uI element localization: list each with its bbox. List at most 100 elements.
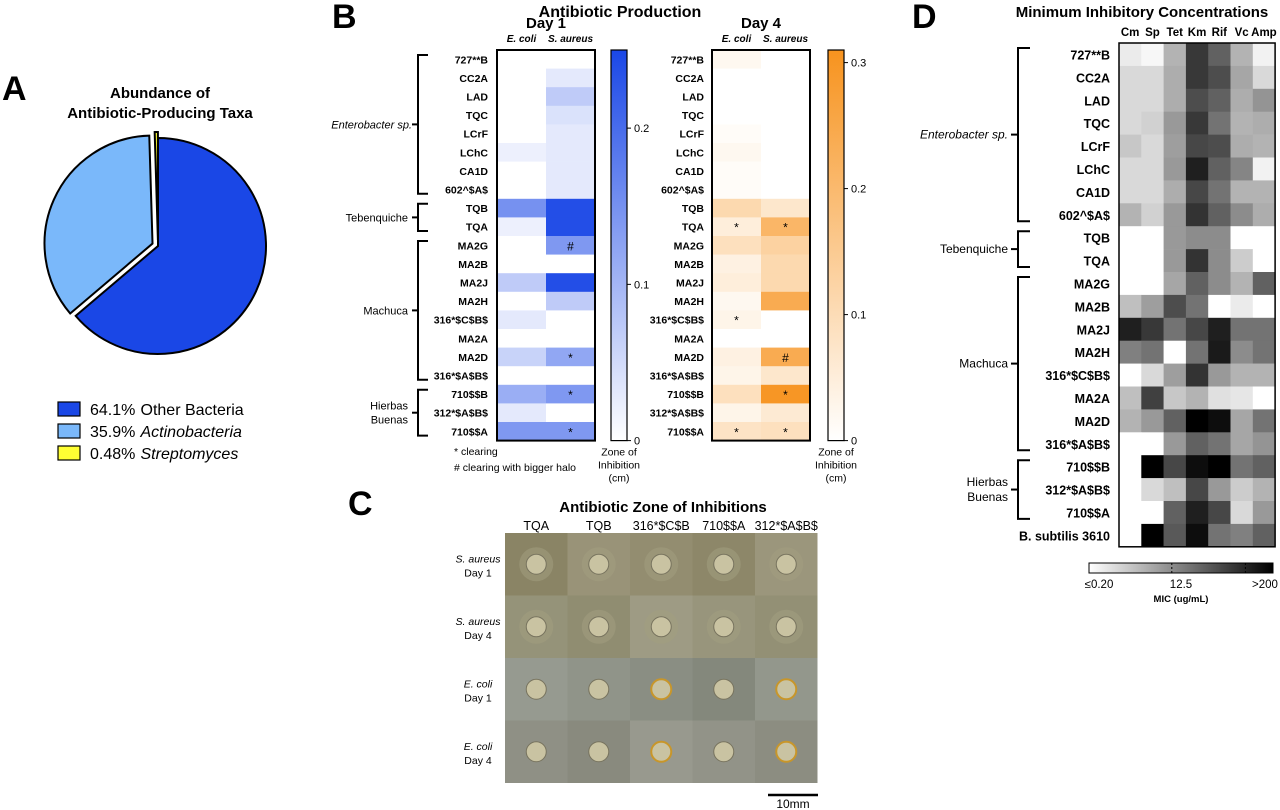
mic-column-label: Km [1188, 27, 1207, 39]
plate-row-label: E. coli [464, 741, 493, 753]
heatmap-cell [497, 68, 546, 88]
mic-cell [1230, 363, 1254, 387]
heatmap-cell [497, 347, 546, 367]
mic-cell [1119, 363, 1142, 387]
mic-colorbar-label: MIC (ug/mL) [1154, 594, 1209, 605]
colony-spot [525, 553, 547, 575]
mic-cell [1230, 340, 1254, 364]
mic-cell [1208, 134, 1231, 158]
row-label: MA2H [674, 296, 704, 308]
mic-cell [1252, 203, 1276, 227]
mic-group-label: Buenas [967, 490, 1008, 504]
mic-cell [1185, 249, 1209, 273]
heatmap-cell [712, 68, 761, 88]
scale-bar-label: 10mm [776, 797, 809, 810]
mic-cell [1163, 317, 1187, 341]
heatmap-cell [546, 236, 595, 255]
colorbar-tick-label: 0.1 [634, 279, 649, 291]
pie-slice [74, 136, 267, 355]
row-label: MA2G [674, 240, 704, 252]
mic-colorbar-tick-label: >200 [1252, 579, 1278, 591]
mic-row-label: CA1D [1076, 186, 1110, 200]
heatmap-cell [761, 143, 810, 162]
colony-spot [588, 678, 610, 700]
mic-cell [1163, 432, 1187, 456]
mic-group-bracket [1017, 47, 1030, 223]
colony-spot [650, 740, 673, 763]
heatmap-cell [497, 161, 546, 181]
heatmap-cell [712, 236, 761, 255]
colorbar-tick-label: 0.3 [851, 58, 866, 70]
heatmap-cell [712, 105, 761, 125]
row-label: MA2B [458, 259, 488, 271]
mic-cell [1141, 317, 1164, 341]
mic-cell [1163, 478, 1187, 502]
row-label: 710$$B [451, 389, 488, 401]
plate-row-label: S. aureus [456, 553, 502, 565]
panel-d-mic-heatmap: Minimum Inhibitory Concentrations Cm Sp Tet… [920, 4, 1278, 605]
mic-cell [1141, 134, 1164, 158]
row-label: TQA [466, 222, 489, 234]
mic-cell [1252, 226, 1276, 250]
heatmap-cell [761, 161, 810, 181]
colorbar-tick-label: 0.1 [851, 310, 866, 322]
mic-cell [1230, 432, 1254, 456]
mic-cell [1185, 226, 1209, 250]
mic-cell [1141, 363, 1164, 387]
column-label: S. aureus [548, 34, 593, 45]
mic-cell [1252, 523, 1276, 548]
colorbar-label: Zone of [818, 447, 854, 459]
heatmap-cell [761, 105, 810, 125]
mic-cell [1119, 340, 1142, 364]
row-label: LAD [466, 92, 488, 104]
mic-row-label: MA2H [1075, 346, 1110, 360]
panel-c-plate-grid: Antibiotic Zone of Inhibitions TQA TQB 316*… [456, 499, 818, 810]
mic-group-label: Enterobacter sp. [920, 128, 1008, 142]
mic-column-label: Vc [1235, 27, 1250, 39]
heatmap-cell [546, 347, 595, 367]
plate-row-label: Day 4 [464, 755, 492, 767]
colorbar [610, 49, 628, 442]
mic-cell [1208, 386, 1231, 410]
mic-cell [1208, 409, 1231, 433]
mic-cell [1230, 88, 1254, 112]
mic-row-label: MA2A [1075, 392, 1110, 406]
legend-swatch [57, 445, 81, 461]
heatmap-cell [761, 236, 810, 255]
heatmap-cell [497, 236, 546, 255]
mic-cell [1141, 226, 1164, 250]
mic-colorbar-tick-label: ≤0.20 [1085, 579, 1114, 591]
heatmap-cell [712, 161, 761, 181]
mic-cell [1208, 340, 1231, 364]
mic-row-label: MA2G [1074, 277, 1110, 291]
mic-cell [1141, 43, 1164, 67]
mic-group-bracket [1017, 230, 1030, 268]
mic-row-label: 710$$A [1066, 506, 1110, 520]
heatmap-cell [546, 198, 595, 218]
mic-cell [1141, 180, 1164, 204]
mic-cell [1208, 523, 1231, 548]
row-label: 316*$C$B$ [650, 315, 704, 327]
mic-cell [1185, 157, 1209, 181]
panel-letter-c: C [348, 485, 373, 523]
row-label: MA2H [458, 296, 488, 308]
heatmap-cell [546, 68, 595, 88]
mic-cell [1230, 409, 1254, 433]
heatmap-cell [712, 217, 761, 237]
mic-row-label: 316*$A$B$ [1045, 438, 1110, 452]
mic-cell [1141, 432, 1164, 456]
mic-cell [1163, 134, 1187, 158]
mic-cell [1252, 432, 1276, 456]
mic-column-label: Rif [1212, 27, 1228, 39]
mic-row-label: 602^$A$ [1059, 209, 1110, 223]
heatmap-cell [497, 403, 546, 423]
group-bracket [417, 202, 428, 232]
plate-grid-title: Antibiotic Zone of Inhibitions [559, 499, 766, 516]
heatmap-day-label: Day 4 [741, 15, 782, 32]
mic-group-label: Hierbas [967, 475, 1008, 489]
colony-spot [650, 678, 673, 701]
mic-cell [1230, 203, 1254, 227]
group-label: Machuca [363, 305, 409, 317]
mic-cell [1208, 226, 1231, 250]
mic-cell [1230, 272, 1254, 296]
